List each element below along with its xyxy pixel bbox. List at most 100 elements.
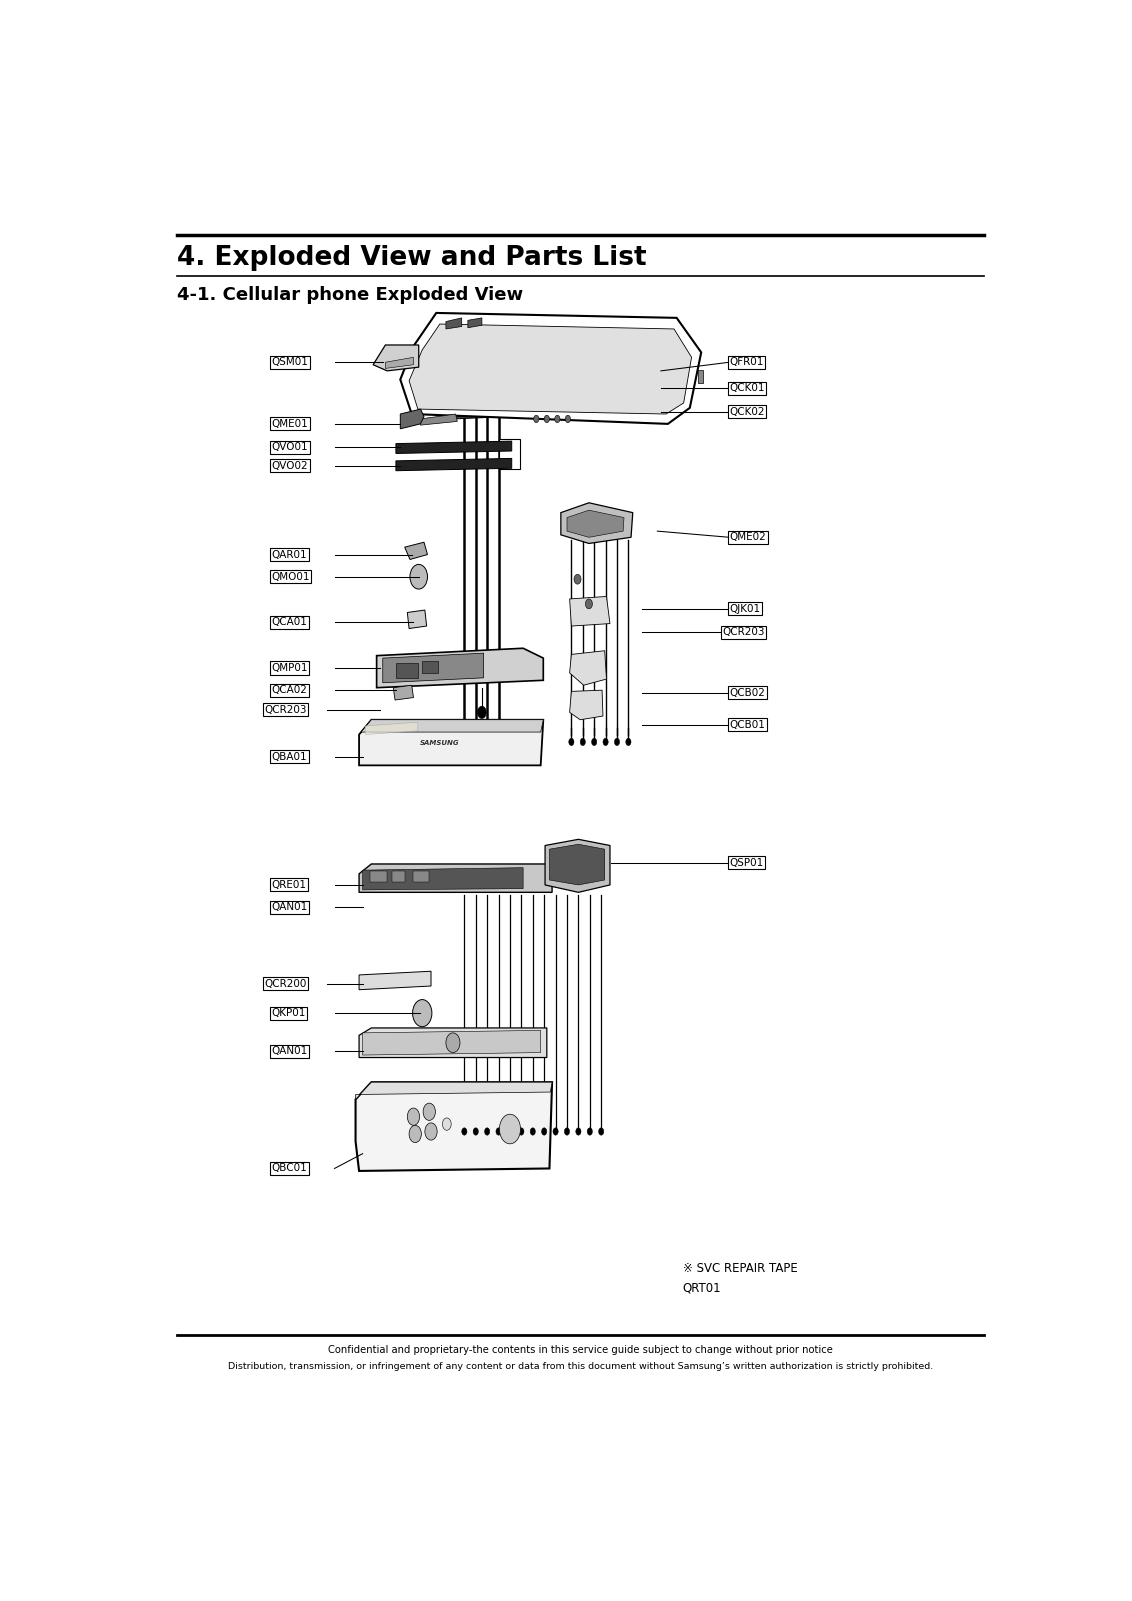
Polygon shape [393,685,413,700]
Text: QCK01: QCK01 [729,383,765,394]
Polygon shape [567,511,624,538]
Text: QBC01: QBC01 [272,1164,307,1174]
Text: QFR01: QFR01 [729,357,764,367]
Polygon shape [409,323,692,415]
Text: QAN01: QAN01 [272,901,308,913]
Circle shape [530,1127,535,1135]
Circle shape [541,1127,547,1135]
Circle shape [412,999,432,1026]
Polygon shape [446,319,462,328]
Text: Confidential and proprietary-the contents in this service guide subject to chang: Confidential and proprietary-the content… [327,1345,833,1354]
Text: QBA01: QBA01 [272,752,307,762]
Polygon shape [359,720,543,735]
Text: QJK01: QJK01 [729,604,761,613]
Circle shape [507,1127,513,1135]
Polygon shape [401,312,701,424]
Text: 4. Exploded View and Parts List: 4. Exploded View and Parts List [177,245,646,271]
Circle shape [443,1117,452,1130]
Text: QVO02: QVO02 [272,461,308,471]
Text: QMP01: QMP01 [272,663,308,672]
Polygon shape [396,442,512,453]
Polygon shape [374,344,419,371]
Polygon shape [560,503,633,543]
Circle shape [626,738,631,746]
Text: QCA02: QCA02 [272,685,307,695]
Text: QAR01: QAR01 [272,549,307,560]
Text: QCR203: QCR203 [265,704,307,716]
Polygon shape [453,403,509,419]
Circle shape [518,1127,524,1135]
Text: QAN01: QAN01 [272,1047,308,1057]
Text: QCB01: QCB01 [729,720,765,730]
Circle shape [576,1127,581,1135]
Text: QSP01: QSP01 [729,858,764,868]
Circle shape [478,706,487,719]
Text: QSM01: QSM01 [272,357,308,367]
Circle shape [544,415,549,423]
Polygon shape [362,1031,541,1055]
Circle shape [423,1103,436,1121]
Text: Distribution, transmission, or infringement of any content or data from this doc: Distribution, transmission, or infringem… [228,1362,933,1370]
Circle shape [473,1127,479,1135]
Text: QCR203: QCR203 [722,628,765,637]
Text: QCR200: QCR200 [265,978,307,988]
Polygon shape [383,653,483,682]
Text: QCA01: QCA01 [272,618,307,628]
Polygon shape [499,439,521,469]
Circle shape [574,575,581,584]
Circle shape [565,1127,569,1135]
Polygon shape [359,720,543,765]
Text: 4-1. Cellular phone Exploded View: 4-1. Cellular phone Exploded View [177,287,523,304]
Text: QME02: QME02 [729,532,766,543]
Polygon shape [392,871,405,882]
Polygon shape [468,319,482,328]
Polygon shape [549,844,604,885]
Text: QRT01: QRT01 [683,1282,721,1295]
Polygon shape [413,871,429,882]
Polygon shape [396,663,418,677]
Circle shape [409,1126,421,1143]
Circle shape [552,1127,558,1135]
Polygon shape [359,972,431,989]
Circle shape [615,738,619,746]
Text: ※ SVC REPAIR TAPE: ※ SVC REPAIR TAPE [683,1262,798,1274]
Circle shape [484,1127,490,1135]
Polygon shape [420,415,457,426]
Circle shape [410,565,428,589]
Polygon shape [401,410,424,429]
Circle shape [585,599,592,608]
Circle shape [446,1033,460,1052]
Circle shape [581,738,585,746]
Text: QMO01: QMO01 [272,572,310,581]
Text: QME01: QME01 [272,419,308,429]
Polygon shape [362,868,523,890]
Polygon shape [405,543,428,559]
Polygon shape [366,722,418,735]
Polygon shape [569,597,610,626]
Circle shape [603,738,608,746]
Polygon shape [396,458,512,471]
Circle shape [565,415,571,423]
Polygon shape [697,370,703,383]
Circle shape [496,1127,501,1135]
Text: SAMSUNG: SAMSUNG [420,740,460,746]
Circle shape [462,1127,468,1135]
Polygon shape [355,1082,552,1170]
Polygon shape [569,650,607,685]
Circle shape [499,1114,521,1143]
Polygon shape [359,865,552,892]
Polygon shape [359,1028,547,1058]
Text: QVO01: QVO01 [272,442,308,453]
Polygon shape [546,839,610,892]
Polygon shape [355,1082,552,1100]
Text: QKP01: QKP01 [272,1009,306,1018]
Polygon shape [422,661,438,672]
Circle shape [568,738,574,746]
Circle shape [555,415,560,423]
Text: QCK02: QCK02 [729,407,765,416]
Circle shape [424,1122,437,1140]
Text: QRE01: QRE01 [272,881,307,890]
Polygon shape [369,871,387,882]
Polygon shape [569,690,603,720]
Polygon shape [408,610,427,629]
